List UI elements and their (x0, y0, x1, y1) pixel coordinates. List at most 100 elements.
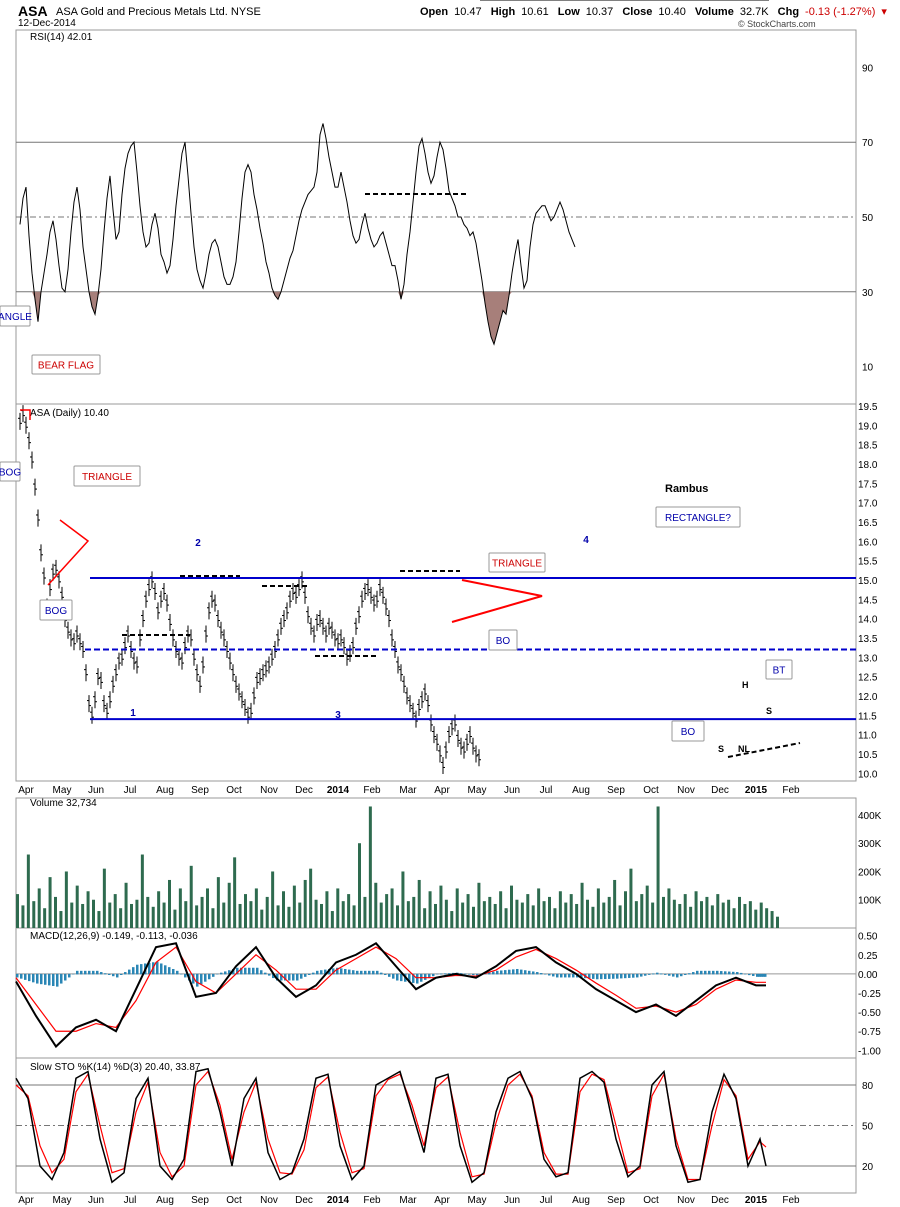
macd-histogram-bar (176, 970, 179, 975)
macd-histogram-bar (548, 973, 551, 976)
bog-callout-left-box (0, 461, 21, 482)
macd-histogram-bar (316, 970, 319, 975)
sto-x-tick: Jul (124, 1195, 137, 1206)
volume-bar (575, 903, 579, 928)
volume-bar (776, 916, 779, 928)
macd-histogram-bar (436, 973, 439, 975)
macd-histogram-bar (284, 973, 287, 981)
volume-bar (662, 896, 665, 928)
macd-y-tick: -1.00 (858, 1046, 881, 1057)
price-y-tick: 11.5 (858, 711, 877, 722)
macd-histogram-bar (760, 973, 763, 977)
macd-histogram-bar (96, 970, 99, 975)
sto-x-tick: Nov (260, 1195, 278, 1206)
macd-histogram-bar (532, 971, 535, 975)
volume-bar (732, 908, 736, 928)
rectangle-callout-text: RECTANGLE? (665, 513, 731, 524)
macd-histogram-bar (120, 973, 123, 975)
price-x-tick: Sep (191, 785, 209, 796)
volume-bar (542, 901, 546, 928)
volume-bar (320, 903, 323, 928)
volume-bar (178, 888, 182, 928)
volume-bar (254, 888, 258, 928)
high-label: High (490, 6, 516, 18)
macd-histogram-bar (108, 973, 111, 975)
bog-callout-left-text: BOG (0, 468, 21, 479)
macd-histogram-bar (528, 970, 531, 975)
macd-histogram-bar (568, 973, 571, 978)
macd-histogram-bar (364, 970, 367, 975)
rsi-y-tick: 90 (862, 63, 874, 74)
macd-histogram-bar (52, 973, 55, 987)
macd-histogram-bar (520, 969, 523, 975)
volume-bar (455, 888, 459, 928)
macd-histogram-bar (20, 973, 23, 979)
macd-histogram-bar (756, 973, 759, 977)
macd-histogram-bar (752, 973, 755, 976)
volume-bar (303, 879, 307, 928)
macd-histogram-bar (504, 970, 507, 975)
macd-histogram-bar (356, 970, 359, 975)
volume-bar (634, 901, 638, 928)
volume-bar (168, 879, 171, 928)
macd-histogram-bar (260, 970, 263, 975)
price-y-tick: 14.0 (858, 615, 878, 626)
macd-histogram-bar (308, 973, 311, 975)
volume-bar (466, 894, 470, 928)
macd-histogram-bar (296, 973, 299, 981)
volume-bar (667, 888, 671, 928)
sto-x-tick: Apr (18, 1195, 34, 1206)
macd-histogram-bar (644, 973, 647, 976)
macd-histogram-bar (696, 970, 699, 975)
volume-bar (26, 854, 30, 928)
volume-bar (738, 896, 741, 928)
macd-histogram-bar (104, 973, 107, 975)
volume-bar (613, 879, 617, 928)
sto-x-tick: Oct (643, 1195, 659, 1206)
rsi-y-tick: 50 (862, 213, 874, 224)
macd-histogram-bar (24, 973, 27, 980)
price-x-tick: Jul (540, 785, 553, 796)
triangle-callout-left-box (73, 465, 141, 487)
price-x-tick: Feb (363, 785, 381, 796)
macd-histogram-bar (300, 973, 303, 979)
macd-histogram-bar (208, 973, 211, 980)
macd-histogram-bar (512, 969, 515, 975)
triangle-mid-line (451, 579, 543, 623)
volume-bar (227, 882, 231, 928)
volume-bar (499, 891, 503, 928)
volume-bar (282, 891, 285, 928)
macd-histogram-bar (716, 970, 719, 975)
volume-bar (721, 902, 725, 928)
macd-histogram-bar (652, 973, 655, 975)
macd-histogram-bar (624, 973, 627, 979)
price-y-tick: 13.0 (858, 653, 878, 664)
volume-bar (716, 894, 720, 928)
macd-histogram-bar (220, 972, 223, 975)
macd-histogram-bar (352, 970, 355, 975)
macd-histogram-bar (728, 971, 731, 975)
macd-histogram-bar (236, 967, 239, 975)
macd-histogram-bar (712, 970, 715, 975)
macd-histogram-bar (328, 968, 331, 975)
macd-histogram-bar (592, 973, 595, 979)
rectangle-callout-box (655, 506, 741, 528)
macd-histogram-bar (724, 971, 727, 975)
bo-callout-mid-box (488, 629, 518, 651)
macd-histogram-bar (348, 969, 351, 975)
volume-bar (341, 901, 345, 928)
price-y-tick: 16.5 (858, 518, 878, 529)
macd-histogram-bar (600, 973, 603, 980)
macd-histogram-bar (508, 969, 511, 975)
macd-y-tick: -0.75 (858, 1027, 881, 1038)
macd-histogram-bar (544, 973, 547, 975)
volume-bar (216, 877, 220, 928)
macd-histogram-bar (288, 973, 291, 981)
sto-x-tick: Oct (226, 1195, 242, 1206)
macd-histogram-bar (664, 973, 667, 975)
macd-histogram-bar (132, 967, 135, 975)
volume-bar (140, 854, 144, 928)
sto-x-tick: Aug (156, 1195, 174, 1206)
volume-bar (694, 891, 698, 928)
volume-bar (16, 894, 19, 928)
